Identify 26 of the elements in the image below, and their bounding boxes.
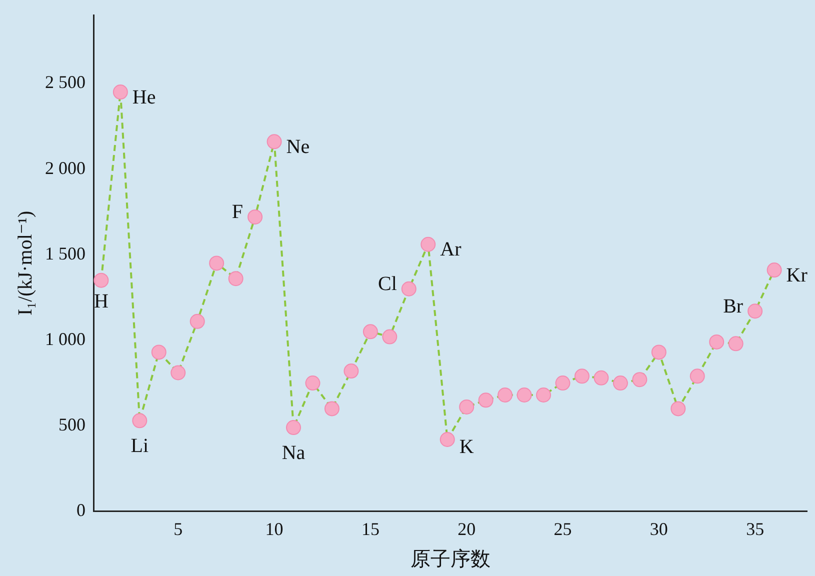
annotation: H bbox=[94, 290, 108, 313]
y-tick-label: 2 500 bbox=[45, 72, 86, 92]
y-tick-label: 0 bbox=[76, 500, 86, 520]
annotation: Li bbox=[130, 434, 149, 457]
x-tick-label: 25 bbox=[554, 518, 572, 539]
y-axis-title: I₁/(kJ·mol⁻¹) bbox=[14, 210, 36, 316]
y-tick-label: 1 000 bbox=[45, 328, 86, 349]
x-tick-label: 10 bbox=[265, 518, 284, 539]
annotation: K bbox=[459, 436, 474, 458]
annotation: Br bbox=[723, 295, 744, 318]
x-axis-title: 原子序数 bbox=[410, 548, 490, 570]
annotation: Ar bbox=[440, 238, 462, 261]
y-tick-label: 1 500 bbox=[45, 243, 86, 264]
annotation: F bbox=[232, 201, 244, 224]
annotation: Ne bbox=[286, 136, 310, 158]
x-tick-label: 20 bbox=[458, 518, 476, 539]
annotation: Cl bbox=[378, 273, 398, 296]
annotation: Na bbox=[282, 442, 306, 464]
annotation: Kr bbox=[786, 264, 808, 286]
x-tick-label: 30 bbox=[650, 518, 668, 539]
y-tick-label: 500 bbox=[58, 414, 86, 435]
y-tick-label: 2 000 bbox=[45, 158, 86, 178]
annotation: He bbox=[132, 86, 156, 108]
x-tick-label: 35 bbox=[746, 518, 764, 539]
x-tick-label: 5 bbox=[174, 518, 183, 539]
x-tick-label: 15 bbox=[361, 518, 380, 539]
